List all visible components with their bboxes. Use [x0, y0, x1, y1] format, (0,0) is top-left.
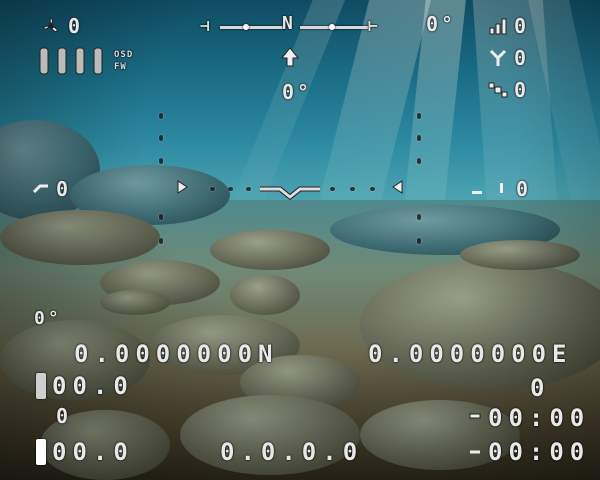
gps-icon — [489, 49, 507, 66]
left-value-2: 0 — [56, 404, 72, 428]
rock — [360, 400, 520, 470]
fan-value: 0 — [68, 14, 84, 38]
rock — [460, 240, 580, 270]
frame-dot — [159, 113, 163, 119]
compass-north-icon: N — [282, 13, 296, 34]
horizon-dot — [370, 187, 375, 191]
horizon-dot — [330, 187, 335, 191]
rock — [180, 395, 360, 475]
rock — [100, 290, 170, 315]
rock — [0, 210, 160, 265]
gps-indicator: 0 — [488, 46, 529, 70]
latitude: 0.0000000N — [74, 340, 279, 368]
heading-line-left — [220, 26, 285, 29]
current-draw-value: 00.0 — [52, 438, 134, 466]
heading-tick — [243, 24, 249, 30]
current-level-icon — [36, 439, 46, 465]
gps-value: 0 — [514, 46, 530, 70]
fan-indicator: 0 — [40, 14, 83, 38]
rock — [210, 230, 330, 270]
horizon-dot — [246, 187, 251, 191]
fan-icon — [43, 18, 58, 33]
clock-icon — [470, 450, 480, 454]
timer-icon — [469, 413, 481, 419]
timer-1-value: 00:00 — [488, 404, 591, 432]
right-center-indicator: 0 — [470, 177, 531, 201]
altitude-icon — [472, 183, 503, 194]
longitude: 0.0000000E — [368, 340, 573, 368]
right-horizon-marker-icon — [392, 180, 403, 194]
rock — [40, 410, 170, 480]
status-line-1: OSD — [114, 50, 134, 60]
status-block: OSD FW — [38, 46, 133, 76]
frame-dot — [417, 214, 421, 220]
rock — [230, 275, 300, 315]
depth-angle: 0° — [34, 308, 62, 329]
heading-angle: 0° — [282, 80, 313, 104]
right-value: 0 — [530, 374, 551, 402]
horizon-dot — [350, 187, 355, 191]
status-line-2: FW — [114, 62, 127, 72]
roll-angle: 0° — [426, 12, 457, 36]
timer-1: 00:00 — [468, 404, 590, 432]
frame-dot — [159, 214, 163, 220]
heading-right-marker-icon: ⊢ — [368, 16, 378, 35]
heading-left-marker-icon: ⊣ — [200, 16, 210, 35]
horizon-dot — [228, 187, 233, 191]
right-center-value: 0 — [516, 177, 532, 201]
ip-address: 0.0.0.0 — [220, 438, 364, 466]
frame-dot — [159, 238, 163, 244]
battery-voltage-value: 00.0 — [52, 372, 134, 400]
crosshair-icon — [260, 186, 320, 200]
signal-icon — [489, 18, 507, 35]
satellite-value: 0 — [514, 78, 530, 102]
battery-voltage: 00.0 — [36, 372, 134, 400]
left-horizon-marker-icon — [177, 180, 188, 194]
speed-icon — [32, 184, 48, 194]
frame-dot — [417, 135, 421, 141]
left-center-indicator: 0 — [32, 177, 71, 201]
signal-value: 0 — [514, 14, 530, 38]
heading-tick — [329, 24, 335, 30]
home-arrow-icon — [280, 47, 300, 67]
battery-icon — [39, 47, 103, 75]
rock — [0, 320, 150, 400]
frame-dot — [159, 135, 163, 141]
frame-dot — [417, 238, 421, 244]
frame-dot — [159, 158, 163, 164]
signal-indicator: 0 — [488, 14, 529, 38]
satellite-icon — [488, 82, 508, 98]
timer-2: 00:00 — [468, 438, 590, 466]
battery-level-icon — [36, 373, 46, 399]
rock — [360, 260, 600, 390]
horizon-dot — [210, 187, 215, 191]
frame-dot — [417, 113, 421, 119]
frame-dot — [417, 158, 421, 164]
satellite-indicator: 0 — [488, 78, 529, 102]
timer-2-value: 00:00 — [488, 438, 591, 466]
left-center-value: 0 — [56, 177, 72, 201]
current-draw: 00.0 — [36, 438, 134, 466]
